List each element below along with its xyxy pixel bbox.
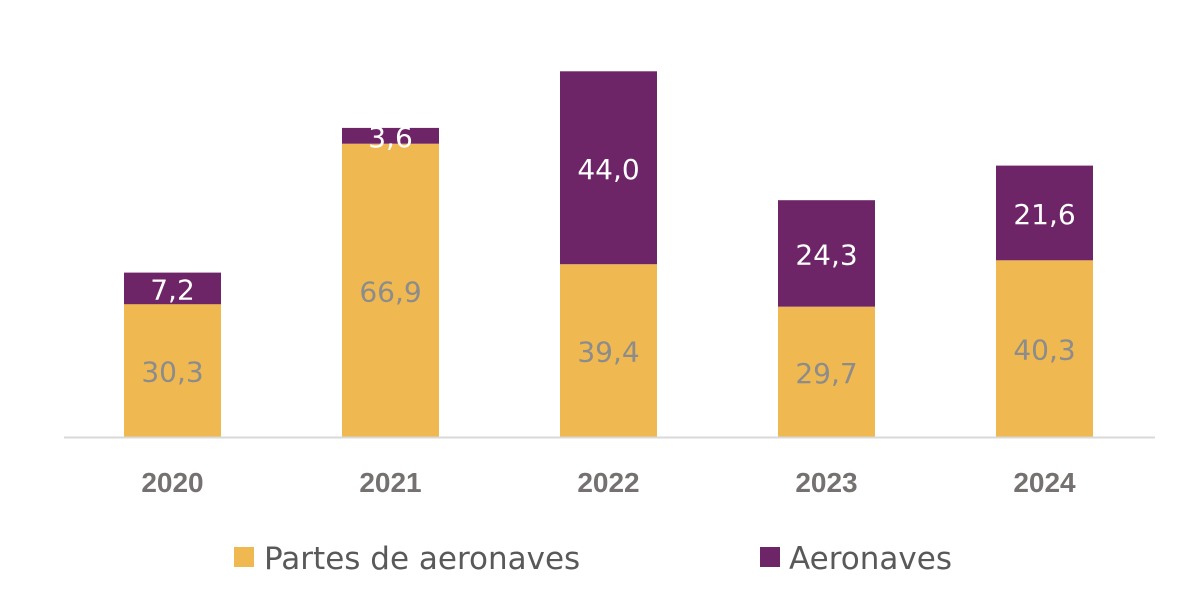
x-tick-2022: 2022	[577, 467, 639, 498]
bars-layer	[124, 71, 1093, 437]
data-label-aeronaves-2021: 3,6	[368, 121, 413, 154]
bar-partes-2020	[124, 304, 221, 437]
bar-partes-2024	[996, 260, 1093, 437]
data-label-aeronaves-2020: 7,2	[150, 273, 195, 306]
data-label-aeronaves-2024: 21,6	[1013, 198, 1075, 231]
x-tick-2020: 2020	[141, 467, 203, 498]
bar-aeronaves-2021	[342, 127, 439, 144]
value-labels-layer: 30,3 7,2 66,9 3,6 39,4 44,0 29,7 24,3 40,3 21,6	[141, 121, 1075, 390]
legend-swatch-aeronaves	[760, 547, 780, 567]
data-label-partes-2023: 29,7	[795, 357, 857, 390]
data-label-partes-2024: 40,3	[1013, 334, 1075, 367]
bar-aeronaves-2022	[560, 71, 657, 265]
bar-aeronaves-2020	[124, 272, 221, 305]
data-label-aeronaves-2023: 24,3	[795, 239, 857, 272]
data-label-aeronaves-2022: 44,0	[577, 153, 639, 186]
legend-label-partes: Partes de aeronaves	[264, 541, 580, 577]
legend-swatch-partes	[234, 547, 254, 567]
legend-label-aeronaves: Aeronaves	[789, 541, 952, 577]
bar-aeronaves-2023	[778, 200, 875, 307]
x-tick-2023: 2023	[795, 467, 857, 498]
data-label-partes-2020: 30,3	[141, 356, 203, 389]
bar-partes-2022	[560, 264, 657, 437]
data-label-partes-2021: 66,9	[359, 275, 421, 308]
bar-aeronaves-2024	[996, 165, 1093, 261]
bar-partes-2023	[778, 306, 875, 437]
x-tick-2021: 2021	[359, 467, 421, 498]
x-tick-labels: 2020 2021 2022 2023 2024	[141, 467, 1076, 498]
data-label-partes-2022: 39,4	[577, 336, 639, 369]
legend: Partes de aeronaves Aeronaves	[234, 541, 952, 577]
bar-partes-2021	[342, 143, 439, 437]
x-tick-2024: 2024	[1013, 467, 1076, 498]
